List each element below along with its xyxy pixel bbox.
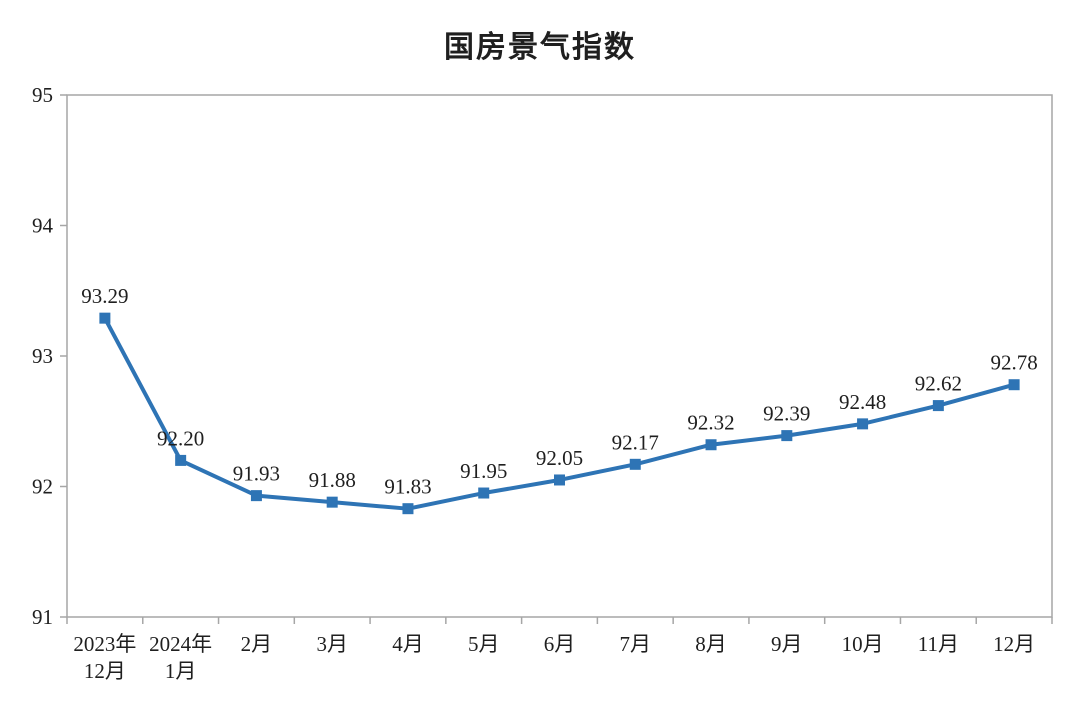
data-point <box>402 503 414 515</box>
data-point <box>705 439 717 451</box>
data-label: 92.17 <box>612 430 659 454</box>
x-tick-label: 3月 <box>316 632 348 656</box>
data-label: 92.39 <box>763 402 810 426</box>
data-label: 91.83 <box>384 475 431 499</box>
data-point <box>629 458 641 470</box>
data-point <box>932 400 944 412</box>
x-tick-label: 5月 <box>468 632 500 656</box>
x-tick-label: 8月 <box>695 632 727 656</box>
plot-area-border <box>66 94 1053 618</box>
data-point <box>781 430 793 442</box>
data-label: 92.05 <box>536 446 583 470</box>
data-label: 91.93 <box>233 462 280 486</box>
data-point <box>554 474 565 486</box>
chart-title: 国房景气指数 <box>444 31 636 64</box>
data-point <box>857 418 869 430</box>
data-label: 92.20 <box>157 426 204 450</box>
y-tick-label: 94 <box>32 214 54 238</box>
x-tick-label: 9月 <box>771 632 803 656</box>
x-tick-label: 2023年 12月 <box>73 632 136 683</box>
x-tick-label: 4月 <box>392 632 424 656</box>
y-tick-label: 93 <box>32 344 53 368</box>
data-label: 93.29 <box>81 284 128 308</box>
data-point <box>250 490 262 502</box>
data-label: 91.88 <box>309 468 356 492</box>
y-tick-label: 91 <box>32 605 53 629</box>
y-tick-label: 92 <box>32 475 53 499</box>
y-tick-label: 95 <box>32 83 53 107</box>
data-point <box>478 487 490 499</box>
x-tick-label: 11月 <box>918 632 959 656</box>
data-label: 92.62 <box>915 372 962 396</box>
data-label: 91.95 <box>460 459 507 483</box>
x-tick-label: 10月 <box>842 632 884 656</box>
data-label: 92.32 <box>687 411 734 435</box>
x-tick-label: 2024年 1月 <box>149 632 212 683</box>
data-label: 92.48 <box>839 390 886 414</box>
data-point <box>175 454 187 466</box>
x-tick-label: 7月 <box>620 632 652 656</box>
data-point <box>1008 379 1020 391</box>
x-tick-label: 6月 <box>544 632 576 656</box>
data-point <box>99 312 111 324</box>
data-point <box>326 496 338 508</box>
x-tick-label: 12月 <box>993 632 1035 656</box>
x-tick-label: 2月 <box>241 632 273 656</box>
data-label: 92.78 <box>990 351 1037 375</box>
